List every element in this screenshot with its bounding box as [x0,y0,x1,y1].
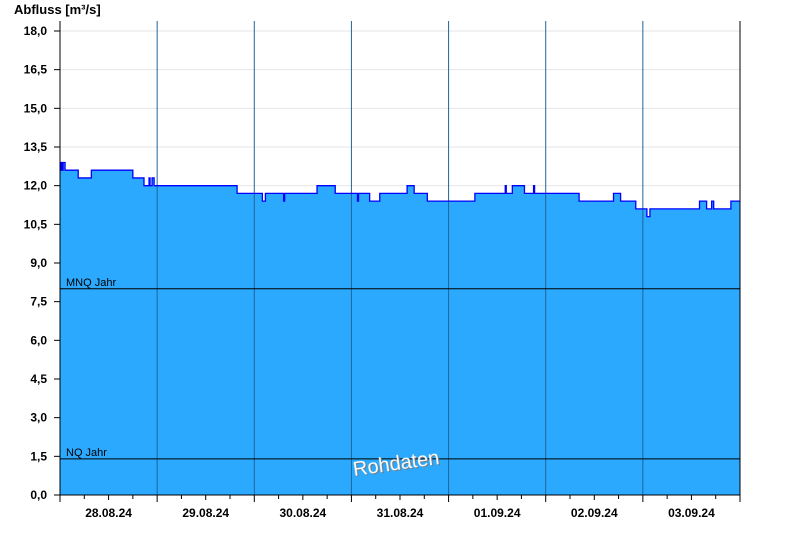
reference-line-label: MNQ Jahr [66,277,116,289]
axes: 0,0 1,5 3,0 4,5 6,0 7,5 9,0 10,5 12,0 13,5 15,0 16,… [24,21,741,520]
x-tick-label: 30.08.24 [279,506,326,520]
x-tick-label: 01.09.24 [474,506,521,520]
y-tick-label: 9,0 [30,256,47,270]
y-tick-label: 3,0 [30,411,47,425]
x-tick-label: 31.08.24 [377,506,424,520]
y-tick-label: 18,0 [24,24,48,38]
x-tick-label: 28.08.24 [85,506,132,520]
day-separators [156,21,644,495]
y-tick-label: 6,0 [30,333,47,347]
y-tick-label: 15,0 [24,101,48,115]
y-tick-label: 12,0 [24,179,48,193]
discharge-area [60,162,740,495]
discharge-line [60,161,740,218]
y-tick-label: 1,5 [30,449,47,463]
y-tick-label: 0,0 [30,488,47,502]
reference-line-label: NQ Jahr [66,447,107,459]
y-tick-label: 10,5 [24,217,48,231]
x-tick-label: 02.09.24 [571,506,618,520]
y-tick-label: 16,5 [24,63,48,77]
x-tick-label: 29.08.24 [182,506,229,520]
x-tick-label: 03.09.24 [668,506,715,520]
y-tick-label: 7,5 [30,295,47,309]
y-tick-label: 13,5 [24,140,48,154]
y-tick-label: 4,5 [30,372,47,386]
reference-lines: MNQ Jahr NQ Jahr [60,277,740,460]
y-axis-label: Abfluss [m³/s] [14,2,101,17]
